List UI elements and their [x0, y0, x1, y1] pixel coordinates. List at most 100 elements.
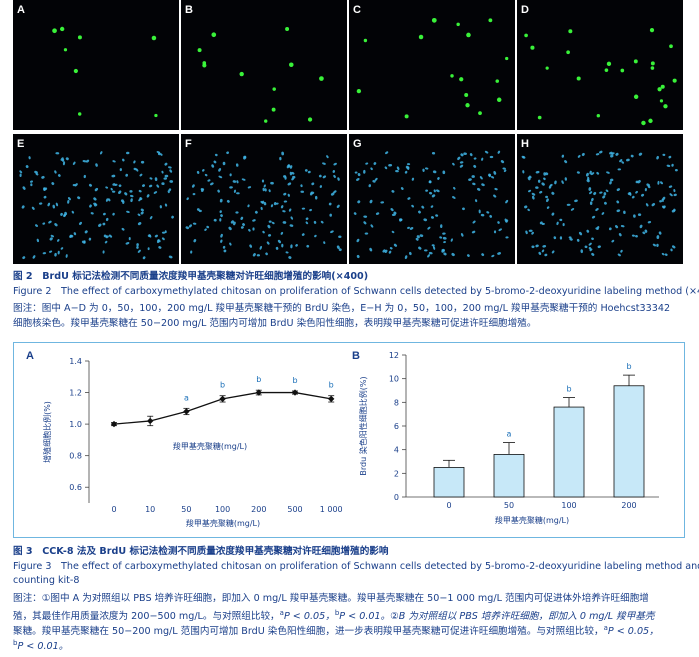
- hoechst-nucleus: [300, 184, 303, 188]
- hoechst-nucleus: [43, 187, 46, 192]
- hoechst-nucleus: [259, 245, 262, 250]
- figure3-charts: A 0.60.81.01.21.4 0 10 50 100 200 500 1 000 增殖…: [26, 350, 659, 528]
- chart-a-significance-label: b: [256, 375, 261, 384]
- hoechst-nucleus: [261, 179, 265, 183]
- chart-a-x-label: 羧甲基壳聚糖(mg/L): [186, 518, 260, 528]
- hoechst-nucleus: [161, 182, 165, 186]
- hoechst-nucleus: [493, 171, 497, 175]
- brdu-positive-cell: [495, 79, 500, 83]
- hoechst-nucleus: [669, 193, 673, 197]
- hoechst-nucleus: [210, 182, 214, 186]
- hoechst-nucleus: [72, 161, 76, 165]
- hoechst-nucleus: [662, 196, 666, 201]
- chart-a-x-tick-label: 10: [145, 505, 155, 514]
- hoechst-nucleus: [609, 181, 612, 185]
- hoechst-nucleus: [589, 191, 593, 195]
- hoechst-nucleus: [263, 201, 267, 206]
- hoechst-nucleus: [281, 151, 285, 156]
- figure3-note-line4: bP < 0.01。: [13, 639, 69, 653]
- hoechst-nucleus: [292, 175, 296, 179]
- hoechst-nucleus: [633, 214, 636, 218]
- hoechst-nucleus: [236, 180, 239, 184]
- panel-letter: D: [521, 4, 529, 16]
- brdu-positive-cell: [202, 63, 207, 68]
- hoechst-nucleus: [486, 211, 490, 214]
- hoechst-nucleus: [156, 151, 161, 154]
- hoechst-nucleus: [240, 226, 244, 229]
- hoechst-nucleus: [615, 152, 619, 156]
- hoechst-nucleus: [608, 227, 612, 231]
- hoechst-nucleus: [54, 223, 58, 227]
- hoechst-nucleus: [577, 154, 581, 158]
- hoechst-nucleus: [90, 212, 94, 215]
- hoechst-nucleus: [551, 191, 555, 195]
- hoechst-nucleus: [204, 173, 208, 177]
- hoechst-nucleus: [100, 151, 103, 155]
- brdu-positive-cell: [568, 29, 573, 34]
- hoechst-nucleus: [428, 251, 433, 255]
- hoechst-nucleus: [57, 174, 61, 177]
- hoechst-nucleus: [423, 218, 428, 222]
- hoechst-nucleus: [597, 226, 600, 229]
- hoechst-nucleus: [192, 222, 197, 225]
- hoechst-nucleus: [591, 215, 596, 219]
- hoechst-nucleus: [22, 186, 26, 190]
- hoechst-nucleus: [494, 187, 498, 191]
- brdu-positive-cell: [650, 61, 655, 66]
- hoechst-nucleus: [219, 218, 222, 222]
- hoechst-nucleus: [211, 164, 215, 168]
- hoechst-nucleus: [157, 239, 161, 243]
- hoechst-nucleus: [409, 251, 412, 256]
- hoechst-nucleus: [431, 244, 435, 247]
- hoechst-nucleus: [233, 221, 236, 226]
- hoechst-nucleus: [472, 182, 476, 186]
- hoechst-nucleus: [229, 242, 232, 246]
- brdu-positive-cell: [466, 32, 471, 38]
- chart-a-significance-label: b: [220, 381, 225, 390]
- hoechst-nucleus: [638, 152, 643, 156]
- hoechst-nucleus: [337, 177, 340, 181]
- hoechst-nucleus: [147, 247, 150, 251]
- hoechst-nucleus: [373, 162, 377, 166]
- hoechst-nucleus: [532, 195, 535, 200]
- hoechst-nucleus: [611, 239, 615, 243]
- hoechst-nucleus: [248, 228, 251, 232]
- chart-b-bar: [433, 467, 465, 498]
- hoechst-nucleus: [473, 164, 477, 168]
- hoechst-nucleus: [549, 183, 553, 187]
- chart-a-x-tick-label: 200: [251, 505, 266, 514]
- hoechst-nucleus: [328, 202, 332, 206]
- hoechst-nucleus: [22, 256, 26, 260]
- chart-a-point: [110, 420, 118, 428]
- hoechst-nucleus: [137, 249, 141, 253]
- hoechst-nucleus: [21, 205, 25, 209]
- brdu-positive-cell: [641, 120, 646, 126]
- hoechst-nucleus: [332, 170, 336, 173]
- brdu-positive-cell: [669, 44, 673, 49]
- chart-b-x-label: 羧甲基壳聚糖(mg/L): [495, 515, 569, 525]
- hoechst-nucleus: [282, 221, 287, 224]
- hoechst-nucleus: [595, 208, 599, 212]
- hoechst-nucleus: [497, 252, 502, 255]
- hoechst-nucleus: [138, 189, 142, 193]
- hoechst-nucleus: [283, 200, 288, 203]
- brdu-positive-cell: [60, 26, 65, 32]
- hoechst-nucleus: [576, 171, 580, 174]
- hoechst-nucleus: [356, 178, 360, 181]
- hoechst-nucleus: [671, 209, 676, 213]
- hoechst-nucleus: [411, 177, 415, 181]
- hoechst-nucleus: [323, 241, 326, 245]
- hoechst-nucleus: [284, 176, 287, 180]
- figure3-caption-en-line1: Figure 3 The effect of carboxymethylated…: [13, 561, 699, 572]
- brdu-positive-cell: [576, 76, 581, 81]
- hoechst-nucleus: [369, 199, 373, 204]
- hoechst-nucleus: [479, 176, 483, 180]
- chart-b-y-tick-label: 10: [389, 375, 399, 384]
- chart-a-significance-label: a: [184, 393, 189, 402]
- hoechst-nucleus: [275, 246, 279, 250]
- hoechst-nucleus: [139, 197, 143, 201]
- panel-letter: B: [185, 4, 193, 16]
- hoechst-nucleus: [437, 177, 440, 180]
- hoechst-nucleus: [619, 159, 623, 163]
- hoechst-nucleus: [578, 231, 583, 236]
